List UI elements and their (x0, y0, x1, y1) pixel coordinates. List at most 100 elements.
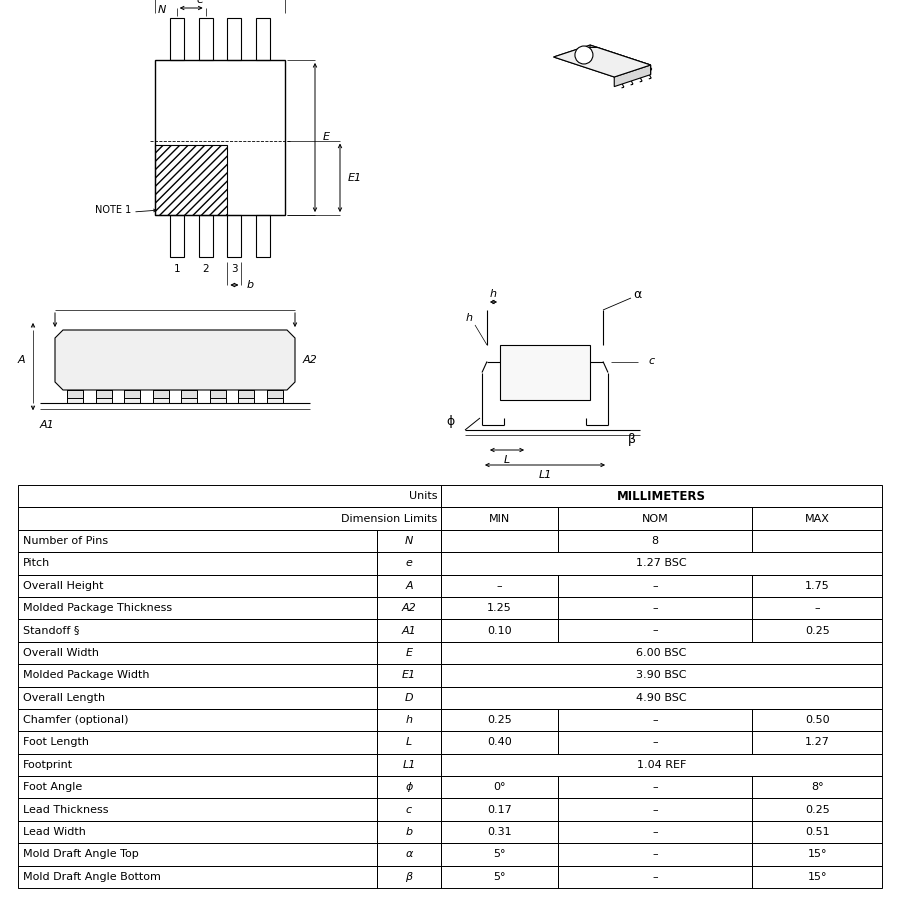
Bar (18, 753, 376, 776)
Bar (228, 18, 241, 60)
Text: –: – (652, 603, 658, 613)
Bar (441, 619, 558, 642)
Bar (199, 18, 212, 60)
Text: Lead Width: Lead Width (23, 827, 86, 837)
Bar (199, 215, 212, 257)
Bar (376, 597, 441, 619)
Text: –: – (814, 603, 820, 613)
Bar (441, 732, 558, 753)
Bar (441, 642, 882, 664)
Text: MAX: MAX (805, 514, 830, 524)
Text: –: – (652, 850, 658, 859)
Text: h: h (465, 313, 472, 323)
Bar (18, 709, 376, 732)
Text: h: h (490, 289, 497, 299)
Text: c: c (648, 356, 654, 366)
Text: NOM: NOM (642, 514, 669, 524)
Bar (18, 619, 376, 642)
Bar (441, 866, 558, 888)
Bar (18, 798, 376, 821)
Bar (441, 597, 558, 619)
Text: 8°: 8° (811, 782, 824, 792)
Bar (376, 664, 441, 687)
Bar (96, 390, 112, 398)
Text: 1: 1 (174, 264, 180, 274)
Bar (558, 843, 752, 866)
Bar (18, 530, 376, 553)
Text: Mold Draft Angle Top: Mold Draft Angle Top (23, 850, 139, 859)
Bar (441, 776, 558, 798)
Bar (376, 530, 441, 553)
Bar (558, 619, 752, 642)
Text: Foot Length: Foot Length (23, 737, 89, 748)
Text: –: – (497, 580, 502, 590)
Text: 0.25: 0.25 (805, 626, 830, 635)
Text: –: – (652, 626, 658, 635)
Text: Footprint: Footprint (23, 760, 73, 770)
Bar (18, 574, 376, 597)
Bar (752, 821, 882, 843)
Text: β: β (628, 434, 636, 446)
Text: Units: Units (409, 491, 437, 501)
Bar (558, 508, 752, 530)
Text: E: E (406, 648, 412, 658)
Text: 15°: 15° (807, 872, 827, 882)
Bar (155, 60, 285, 215)
Text: 0.40: 0.40 (487, 737, 512, 748)
Text: NOTE 1: NOTE 1 (95, 205, 131, 215)
Bar (18, 821, 376, 843)
Text: ϕ: ϕ (405, 782, 412, 792)
Bar (376, 776, 441, 798)
Text: A2: A2 (401, 603, 417, 613)
Polygon shape (554, 48, 651, 77)
Circle shape (575, 46, 593, 64)
Text: 2: 2 (202, 264, 209, 274)
Bar (18, 485, 441, 508)
Bar (441, 553, 882, 574)
Text: A: A (17, 355, 25, 365)
Bar (18, 687, 376, 709)
Bar (210, 390, 226, 403)
Bar (558, 597, 752, 619)
Bar (238, 390, 254, 398)
Bar (18, 732, 376, 753)
Polygon shape (614, 65, 651, 86)
Text: –: – (652, 805, 658, 814)
Bar (752, 530, 882, 553)
Text: 0.25: 0.25 (487, 716, 512, 725)
Text: 5°: 5° (493, 850, 506, 859)
Bar (153, 390, 169, 398)
Bar (441, 709, 558, 732)
Bar (441, 843, 558, 866)
Text: 6.00 BSC: 6.00 BSC (636, 648, 687, 658)
Text: –: – (652, 872, 658, 882)
Bar (752, 508, 882, 530)
Polygon shape (55, 330, 295, 390)
Bar (558, 866, 752, 888)
Text: MIN: MIN (489, 514, 510, 524)
Text: E1: E1 (402, 670, 416, 680)
Text: 4.90 BSC: 4.90 BSC (636, 693, 687, 703)
Text: A1: A1 (40, 420, 55, 430)
Text: 1.27 BSC: 1.27 BSC (636, 558, 687, 569)
Bar (18, 553, 376, 574)
Bar (238, 390, 254, 403)
Bar (376, 574, 441, 597)
Text: 8: 8 (652, 536, 659, 546)
Bar (181, 390, 197, 398)
Bar (441, 530, 558, 553)
Bar (441, 687, 882, 709)
Text: Pitch: Pitch (23, 558, 50, 569)
Bar (376, 687, 441, 709)
Text: –: – (652, 782, 658, 792)
Bar (153, 390, 169, 403)
Text: b: b (247, 280, 254, 290)
Bar (266, 390, 283, 398)
Text: N: N (405, 536, 413, 546)
Bar (376, 798, 441, 821)
Bar (441, 664, 882, 687)
Bar (210, 390, 226, 398)
Bar (376, 866, 441, 888)
Text: A: A (405, 580, 413, 590)
Bar (155, 145, 227, 215)
